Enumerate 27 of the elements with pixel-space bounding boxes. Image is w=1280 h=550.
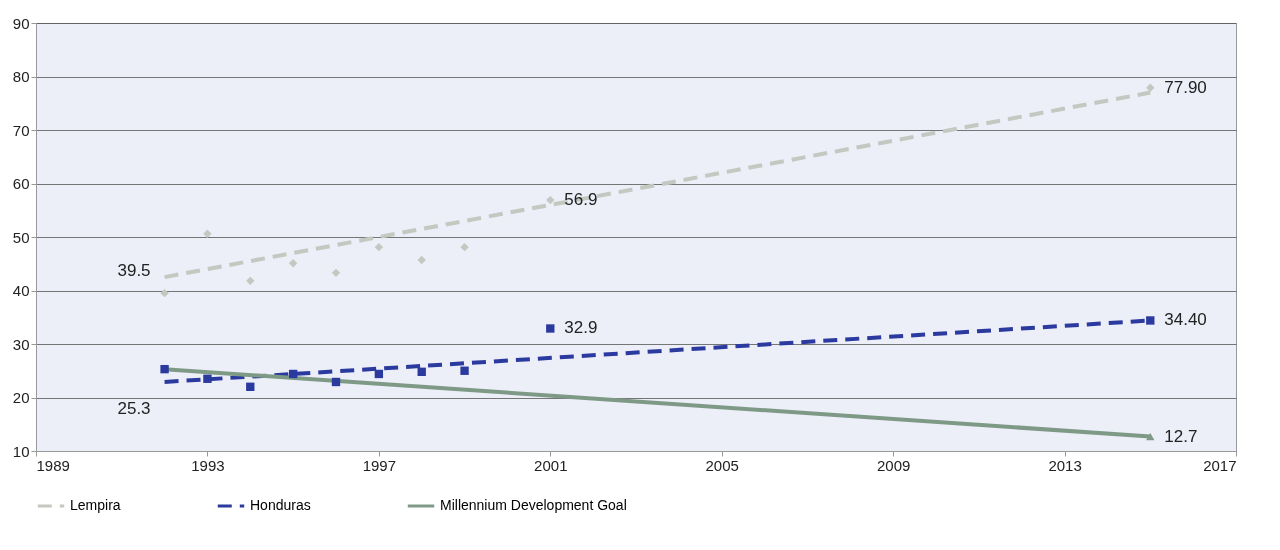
y-tick-label: 40 <box>12 282 30 299</box>
x-tick-label: 2017 <box>1203 456 1237 474</box>
y-tick-label: 20 <box>12 389 30 406</box>
data-label: 39.5 <box>117 261 151 281</box>
data-label: 25.3 <box>117 399 151 419</box>
legend-label: Millennium Development Goal <box>440 497 627 513</box>
x-tick-label: 2013 <box>1048 456 1082 474</box>
y-tick-label: 70 <box>12 121 30 139</box>
y-tick-label: 80 <box>12 68 30 85</box>
x-tick-label: 2005 <box>705 456 739 474</box>
y-tick-label: 10 <box>12 442 30 460</box>
x-tick-label: 2001 <box>534 456 568 474</box>
x-tick-label: 1997 <box>362 456 397 474</box>
data-label: 77.90 <box>1164 77 1207 97</box>
x-tick-label: 2009 <box>876 456 911 474</box>
data-label: 56.9 <box>564 190 598 210</box>
y-tick-label: 30 <box>12 335 30 353</box>
y-tick-label: 90 <box>12 14 30 32</box>
y-tick-label: 50 <box>12 228 30 246</box>
x-tick-label: 1993 <box>191 456 225 474</box>
data-label: 12.7 <box>1164 426 1198 446</box>
legend-label: Honduras <box>250 497 311 513</box>
y-tick-label: 60 <box>12 175 30 192</box>
x-tick-label: 1989 <box>36 456 70 474</box>
data-label: 34.40 <box>1164 310 1207 330</box>
legend-label: Lempira <box>70 497 121 513</box>
data-label: 32.9 <box>564 318 598 338</box>
